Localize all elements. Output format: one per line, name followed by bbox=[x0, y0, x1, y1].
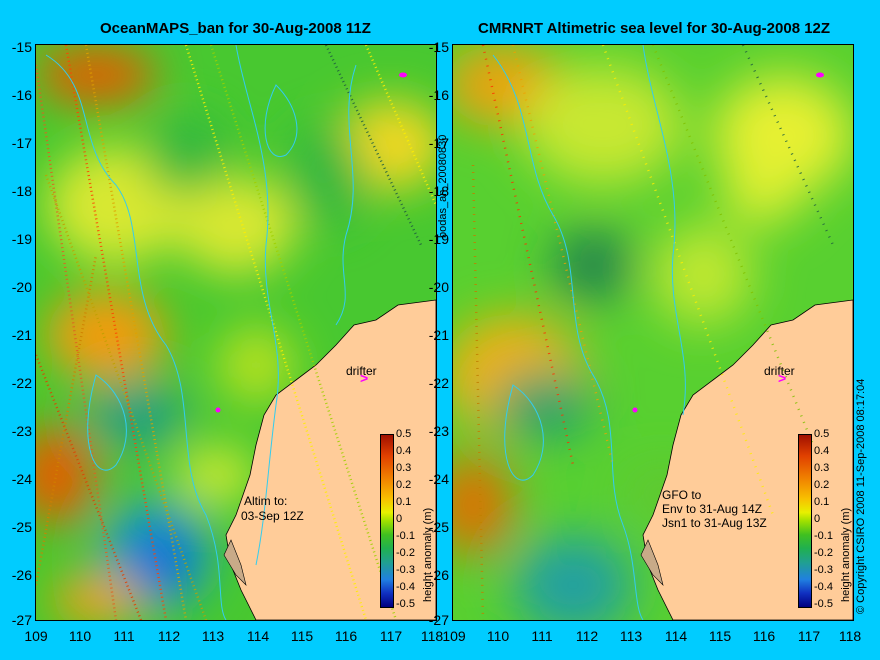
right-ytick: -21 bbox=[428, 327, 449, 343]
left-map-panel[interactable] bbox=[35, 44, 437, 621]
drifter-label-left: drifter bbox=[346, 364, 377, 378]
colorbar-tick: -0.5 bbox=[814, 598, 833, 610]
left-ytick: -21 bbox=[11, 327, 32, 343]
right-xtick: 116 bbox=[752, 628, 776, 644]
left-ytick: -19 bbox=[11, 231, 32, 247]
colorbar-tick: 0.2 bbox=[396, 479, 412, 491]
right-xtick: 118 bbox=[838, 628, 862, 644]
left-ytick: -23 bbox=[11, 423, 32, 439]
run-id-label: bodas_an_20080830 bbox=[437, 134, 449, 238]
right-ytick: -16 bbox=[428, 87, 449, 103]
colorbar-right bbox=[798, 434, 812, 608]
satellite-note-line: Jsn1 to 31-Aug 13Z bbox=[662, 516, 767, 530]
colorbar-tick: -0.2 bbox=[814, 547, 833, 559]
right-ytick: -18 bbox=[428, 183, 449, 199]
colorbar-tick: -0.3 bbox=[814, 564, 833, 576]
colorbar-tick: -0.4 bbox=[814, 581, 833, 593]
copyright-label: © Copyright CSIRO 2008 11-Sep-2008 08:17… bbox=[855, 378, 867, 614]
colorbar-tick: 0.3 bbox=[396, 462, 412, 474]
colorbar-tick: 0.2 bbox=[814, 479, 830, 491]
colorbar-tick: 0 bbox=[396, 513, 403, 525]
left-ytick: -22 bbox=[11, 375, 32, 391]
right-ytick: -15 bbox=[428, 39, 449, 55]
right-ytick: -27 bbox=[428, 612, 449, 628]
left-map-canvas bbox=[36, 45, 436, 620]
colorbar-tick: -0.2 bbox=[396, 547, 415, 559]
left-xtick: 113 bbox=[201, 628, 225, 644]
drifter-label-right: drifter bbox=[764, 364, 795, 378]
right-ytick: -22 bbox=[428, 375, 449, 391]
colorbar-tick: -0.3 bbox=[396, 564, 415, 576]
left-ytick: -16 bbox=[11, 87, 32, 103]
altimetry-note-line: Altim to: bbox=[244, 494, 288, 508]
left-xtick: 110 bbox=[68, 628, 92, 644]
right-map-canvas bbox=[453, 45, 853, 620]
altimetry-note-line: 03-Sep 12Z bbox=[241, 509, 304, 523]
left-ytick: -20 bbox=[11, 279, 32, 295]
right-xtick: 113 bbox=[619, 628, 643, 644]
right-ytick: -25 bbox=[428, 519, 449, 535]
right-ytick: -19 bbox=[428, 231, 449, 247]
colorbar-tick: 0.5 bbox=[396, 428, 412, 440]
left-xtick: 114 bbox=[246, 628, 270, 644]
left-xtick: 111 bbox=[113, 628, 135, 644]
left-ytick: -15 bbox=[11, 39, 32, 55]
right-ytick: -24 bbox=[428, 471, 449, 487]
right-xtick: 110 bbox=[486, 628, 510, 644]
colorbar-left bbox=[380, 434, 394, 608]
colorbar-tick: -0.4 bbox=[396, 581, 415, 593]
colorbar-tick: -0.1 bbox=[396, 530, 415, 542]
left-xtick: 116 bbox=[334, 628, 358, 644]
colorbar-tick: 0.1 bbox=[396, 496, 412, 508]
right-map-panel[interactable] bbox=[452, 44, 854, 621]
right-ytick: -26 bbox=[428, 567, 449, 583]
colorbar-tick: 0 bbox=[814, 513, 821, 525]
right-xtick: 115 bbox=[708, 628, 732, 644]
colorbar-tick: -0.5 bbox=[396, 598, 415, 610]
colorbar-tick: 0.4 bbox=[396, 445, 412, 457]
colorbar-label: height anomaly (m) bbox=[840, 507, 852, 602]
satellite-note-line: Env to 31-Aug 14Z bbox=[662, 502, 763, 516]
colorbar-label: height anomaly (m) bbox=[422, 507, 434, 602]
colorbar-tick: 0.1 bbox=[814, 496, 830, 508]
drifter-arrow-icon: > bbox=[778, 370, 787, 386]
colorbar-tick: 0.4 bbox=[814, 445, 830, 457]
right-xtick: 114 bbox=[664, 628, 688, 644]
colorbar-tick: 0.3 bbox=[814, 462, 830, 474]
left-ytick: -17 bbox=[11, 135, 32, 151]
right-ytick: -17 bbox=[428, 135, 449, 151]
left-xtick: 115 bbox=[290, 628, 314, 644]
right-map-title: CMRNRT Altimetric sea level for 30-Aug-2… bbox=[478, 20, 831, 37]
left-ytick: -18 bbox=[11, 183, 32, 199]
right-ytick: -23 bbox=[428, 423, 449, 439]
right-xtick: 117 bbox=[797, 628, 821, 644]
right-ytick: -20 bbox=[428, 279, 449, 295]
left-xtick: 112 bbox=[157, 628, 181, 644]
right-xtick: 111 bbox=[531, 628, 553, 644]
left-map-title: OceanMAPS_ban for 30-Aug-2008 11Z bbox=[100, 20, 371, 37]
left-xtick: 117 bbox=[379, 628, 403, 644]
left-ytick: -25 bbox=[11, 519, 32, 535]
drifter-arrow-icon: > bbox=[360, 370, 369, 386]
left-ytick: -27 bbox=[11, 612, 32, 628]
right-xtick: 109 bbox=[442, 628, 466, 644]
left-ytick: -24 bbox=[11, 471, 32, 487]
left-xtick: 118 bbox=[420, 628, 444, 644]
left-xtick: 109 bbox=[24, 628, 48, 644]
left-ytick: -26 bbox=[11, 567, 32, 583]
colorbar-tick: 0.5 bbox=[814, 428, 830, 440]
colorbar-tick: -0.1 bbox=[814, 530, 833, 542]
right-xtick: 112 bbox=[575, 628, 599, 644]
satellite-note-line: GFO to bbox=[662, 488, 702, 502]
